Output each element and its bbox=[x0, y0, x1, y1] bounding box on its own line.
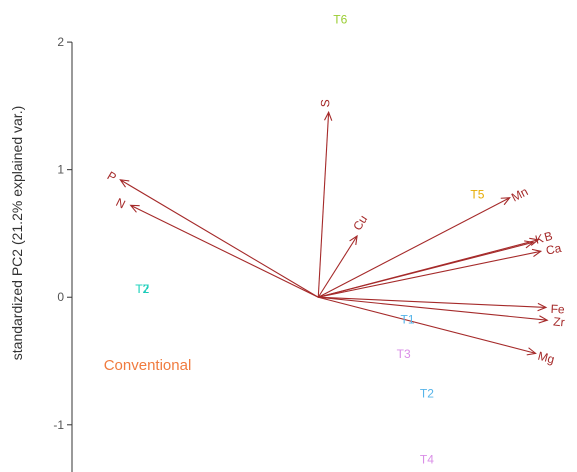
observation-label-t6: T6 bbox=[333, 13, 347, 27]
loading-label-zr: Zr bbox=[553, 314, 566, 329]
y-axis-title: standardized PC2 (21.2% explained var.) bbox=[9, 106, 25, 360]
loading-label-n: N bbox=[114, 195, 128, 211]
loading-label-p: P bbox=[105, 169, 119, 185]
loading-arrow-k bbox=[318, 241, 534, 298]
loading-arrowhead-k bbox=[524, 240, 535, 249]
loading-arrow-p bbox=[120, 179, 319, 298]
loading-arrowhead-fe bbox=[537, 302, 548, 312]
loading-arrowhead-s bbox=[324, 110, 333, 121]
loading-arrowhead-n bbox=[129, 204, 140, 213]
loading-label-mg: Mg bbox=[536, 349, 556, 367]
observation-label-t7: T7 bbox=[135, 282, 149, 296]
loading-label-s: S bbox=[318, 99, 332, 108]
loading-arrowhead-cu bbox=[349, 234, 358, 245]
loading-arrowhead-zr bbox=[538, 315, 549, 324]
observation-label-t1: T1 bbox=[401, 312, 415, 326]
group-label-conventional: Conventional bbox=[104, 357, 192, 374]
loading-label-k: K bbox=[534, 231, 545, 247]
loading-arrow-n bbox=[130, 204, 319, 298]
loading-arrowhead-ca bbox=[531, 248, 543, 258]
loading-label-fe: Fe bbox=[550, 302, 565, 317]
loading-arrow-mg bbox=[318, 296, 536, 354]
loading-arrowhead-p bbox=[119, 179, 130, 188]
loading-arrowhead-b bbox=[529, 237, 540, 246]
observation-label-t2: T2 bbox=[420, 386, 434, 400]
y-tick-label: -1 bbox=[53, 418, 64, 432]
y-axis: -1 0 1 2 bbox=[53, 35, 73, 472]
loading-arrow-fe bbox=[318, 296, 546, 308]
loading-label-b: B bbox=[543, 229, 554, 245]
loading-arrowhead-mg bbox=[526, 347, 537, 356]
observation-label-t5: T5 bbox=[470, 187, 484, 201]
loading-arrow-mn bbox=[318, 197, 510, 298]
loading-arrow-cu bbox=[317, 235, 358, 298]
observation-label-t4: T4 bbox=[420, 453, 434, 467]
y-tick-label: 0 bbox=[57, 290, 64, 304]
observation-label-t2: T2 bbox=[135, 282, 149, 296]
observation-label-t3: T3 bbox=[397, 347, 411, 361]
y-tick-label: 2 bbox=[57, 35, 64, 49]
loading-arrow-ca bbox=[318, 250, 541, 298]
loading-label-mn: Mn bbox=[509, 184, 530, 204]
group-labels: Conventional bbox=[104, 357, 192, 374]
loading-arrow-s bbox=[317, 112, 330, 298]
loading-label-ca: Ca bbox=[545, 241, 563, 258]
y-tick-label: 1 bbox=[57, 163, 64, 177]
loading-label-cu: Cu bbox=[350, 213, 370, 233]
loading-arrowhead-mn bbox=[500, 197, 511, 206]
loading-arrow-zr bbox=[318, 296, 548, 321]
